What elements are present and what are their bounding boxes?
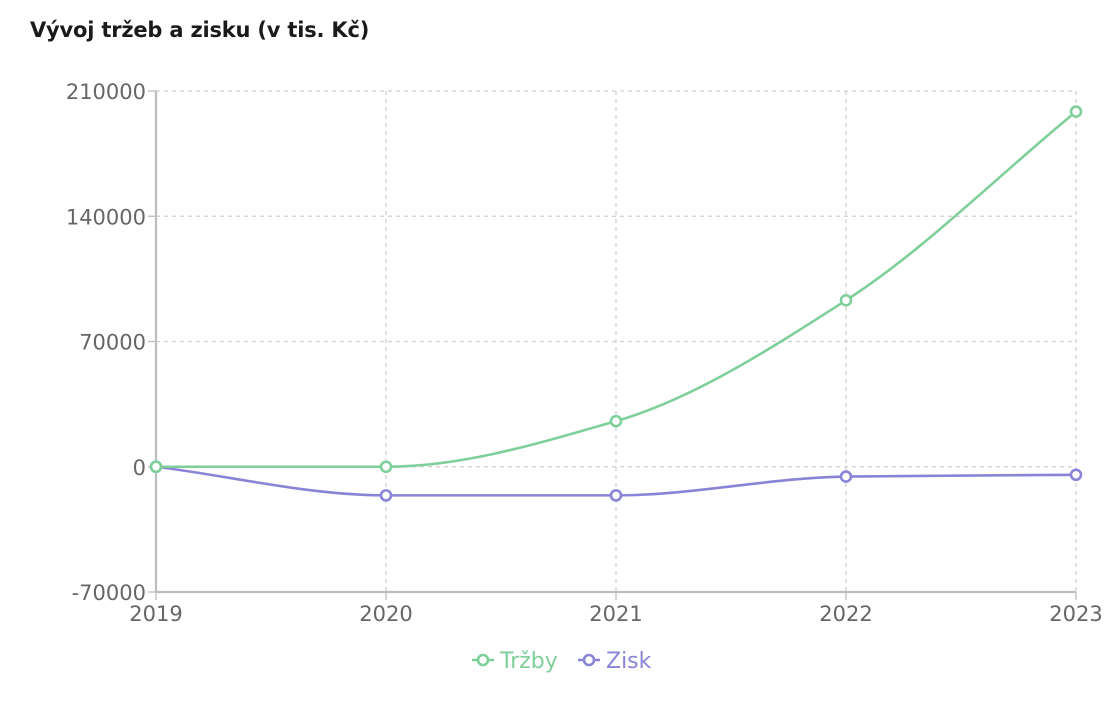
data-point[interactable] [609, 414, 623, 428]
legend-item[interactable]: Zisk [578, 649, 652, 674]
chart-grid [155, 90, 1077, 593]
x-tick-label: 2021 [589, 602, 642, 626]
data-point[interactable] [1069, 468, 1083, 482]
data-point[interactable] [609, 489, 623, 502]
legend-label: Tržby [499, 649, 558, 674]
series-line-0 [156, 110, 1077, 469]
chart-legend[interactable]: Tržby Zisk [472, 649, 652, 674]
legend-label: Zisk [606, 649, 652, 674]
legend-item[interactable]: Tržby [472, 649, 558, 674]
y-tick-label: 210000 [66, 80, 146, 104]
y-tick-label: -70000 [72, 581, 146, 605]
x-axis-ticks: 2019 2020 2021 2022 2023 [129, 592, 1103, 626]
x-tick-label: 2022 [819, 602, 872, 626]
data-point[interactable] [149, 460, 163, 474]
x-tick-label: 2020 [359, 602, 412, 626]
data-point[interactable] [839, 294, 853, 307]
data-point[interactable] [379, 489, 393, 502]
data-point[interactable] [379, 460, 393, 474]
legend-marker [476, 653, 490, 667]
legend-marker [582, 653, 596, 667]
data-point[interactable] [1069, 105, 1083, 118]
chart-series [149, 105, 1083, 502]
x-tick-label: 2023 [1049, 602, 1102, 626]
y-tick-label: 70000 [79, 331, 146, 355]
y-tick-label: 140000 [66, 205, 146, 229]
y-tick-label: 0 [133, 456, 146, 480]
y-axis-ticks: -70000 0 70000 140000 210000 [66, 80, 156, 605]
chart-title: Vývoj tržeb a zisku (v tis. Kč) [30, 18, 370, 42]
data-point[interactable] [839, 470, 853, 483]
x-tick-label: 2019 [129, 602, 182, 626]
